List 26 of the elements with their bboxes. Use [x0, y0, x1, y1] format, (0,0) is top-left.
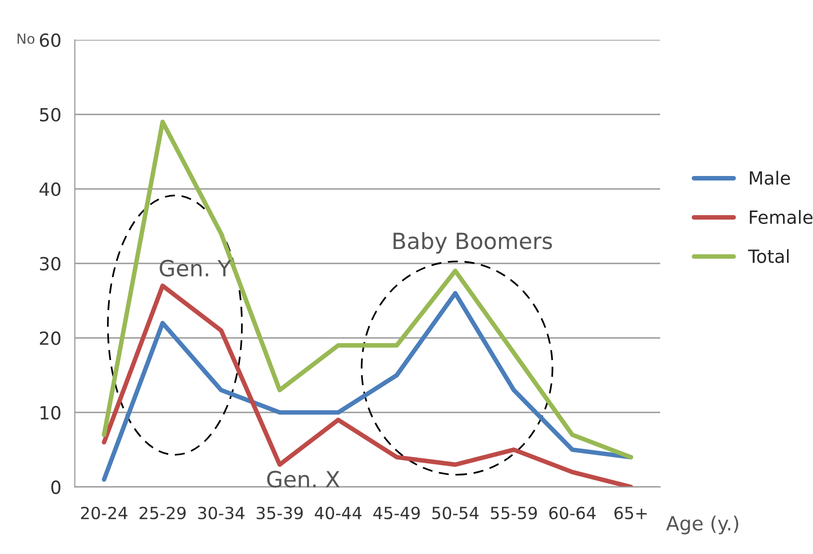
x-tick-label: 30-34 — [198, 506, 244, 520]
x-tick-label: 40-44 — [314, 506, 362, 520]
y-tick-label: 10 — [40, 406, 60, 420]
annotation: Baby Boomers — [394, 232, 552, 254]
line-series — [102, 120, 634, 460]
x-tick-label: 20-24 — [81, 506, 128, 520]
y-tick-label: 40 — [40, 182, 60, 196]
legend-label: Total — [748, 249, 789, 264]
x-tick-label: 55-59 — [490, 506, 537, 520]
y-tick-label: 0 — [51, 480, 60, 494]
y-tick-label: 20 — [40, 331, 60, 346]
x-tick-label: 65+ — [614, 506, 647, 520]
x-tick-label: 35-39 — [256, 506, 303, 520]
legend-label: Male — [750, 170, 790, 185]
legend-label: Female — [750, 210, 812, 224]
x-axis-title: Age (y.) — [666, 516, 738, 534]
y-tick-label: 50 — [40, 108, 60, 122]
y-tick-label: 30 — [40, 256, 60, 271]
annotation: Gen. Y — [160, 260, 232, 277]
x-tick-label: 45-49 — [373, 506, 420, 520]
y-tick-label: 60 — [40, 33, 60, 48]
x-tick-label: 60-64 — [549, 506, 596, 520]
x-tick-label: 50-54 — [432, 506, 479, 520]
y-axis-title: No — [18, 34, 34, 44]
annotation: Gen. X — [267, 470, 340, 488]
x-tick-label: 25-29 — [140, 506, 186, 520]
